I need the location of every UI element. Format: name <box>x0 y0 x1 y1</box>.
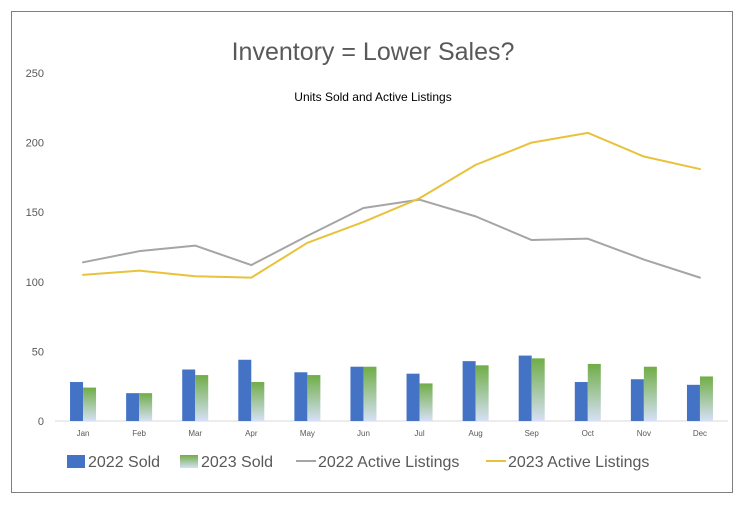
legend-2023-sold-swatch <box>180 455 198 468</box>
chart-subtitle: Units Sold and Active Listings <box>294 90 452 104</box>
line-2022-active-listings <box>82 198 701 279</box>
bar-2022-sold <box>126 393 140 421</box>
bar-2023-sold <box>643 366 657 421</box>
y-tick-label: 100 <box>26 277 44 289</box>
bar-2023-sold <box>419 383 433 421</box>
y-tick-label: 150 <box>26 207 44 219</box>
x-tick-label: Nov <box>637 429 651 438</box>
x-tick-label: May <box>300 429 315 438</box>
legend-2022-active-listings-label: 2022 Active Listings <box>318 454 459 471</box>
bar-2023-sold <box>195 375 209 421</box>
bar-2022-sold <box>350 366 364 421</box>
y-tick-label: 0 <box>38 416 44 428</box>
bar-2022-sold <box>686 384 700 421</box>
bar-2023-sold <box>531 358 545 421</box>
legend-2023-active-listings-label: 2023 Active Listings <box>508 454 649 471</box>
x-tick-label: Aug <box>469 429 483 438</box>
y-tick-label: 250 <box>26 68 44 80</box>
x-tick-label: Jun <box>357 429 370 438</box>
x-tick-label: Mar <box>188 429 202 438</box>
x-tick-label: Dec <box>693 429 707 438</box>
legend-2022-sold-swatch <box>67 455 85 468</box>
legend-2023-sold-label: 2023 Sold <box>201 454 273 471</box>
bar-2022-sold <box>462 361 476 421</box>
bar-2022-sold <box>238 359 252 421</box>
bar-2023-sold <box>363 366 377 421</box>
bar-2022-sold <box>406 373 420 421</box>
y-tick-label: 200 <box>26 138 44 150</box>
line-2023-active-listings <box>82 131 701 279</box>
bar-2023-sold <box>307 375 321 421</box>
bar-2022-sold <box>574 382 588 421</box>
bar-2023-sold <box>139 393 153 421</box>
chart-frame <box>11 11 733 493</box>
bar-2022-sold <box>294 372 308 421</box>
bar-2023-sold <box>83 387 97 421</box>
bar-2022-sold <box>518 355 532 421</box>
x-tick-label: Oct <box>582 429 595 438</box>
bar-2022-sold <box>70 382 84 421</box>
bar-2023-sold <box>587 363 601 421</box>
bar-2022-sold <box>630 379 644 421</box>
bar-2023-sold <box>475 365 489 421</box>
bar-2023-sold <box>251 382 265 421</box>
bar-2022-sold <box>182 369 196 421</box>
x-tick-label: Jul <box>414 429 424 438</box>
x-tick-label: Apr <box>245 429 258 438</box>
x-tick-label: Sep <box>525 429 540 438</box>
y-tick-label: 50 <box>32 346 44 358</box>
x-tick-label: Jan <box>77 429 90 438</box>
legend-2022-sold-label: 2022 Sold <box>88 454 160 471</box>
bar-2023-sold <box>699 376 713 421</box>
x-tick-label: Feb <box>132 429 146 438</box>
chart-title: Inventory = Lower Sales? <box>231 38 515 66</box>
